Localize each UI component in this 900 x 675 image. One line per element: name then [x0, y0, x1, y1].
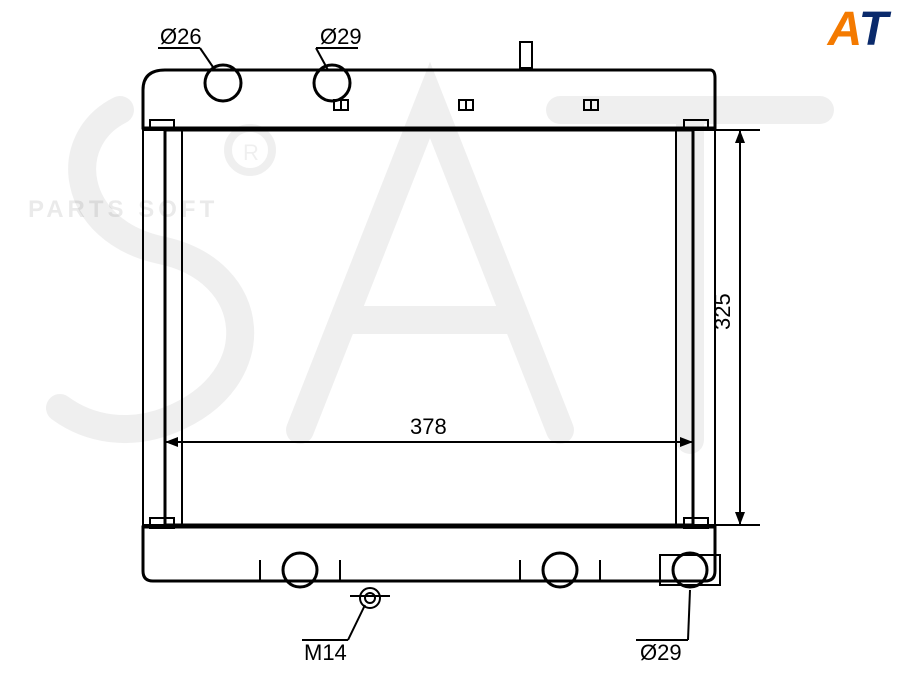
diagram-stage: { "canvas":{"width":900,"height":675,"ba…: [0, 0, 900, 675]
logo-t-letter: T: [859, 3, 888, 56]
callout-m14: M14: [302, 605, 365, 665]
callout-d29-bottom-label: Ø29: [640, 640, 682, 665]
radiator-drawing: 378 325 Ø26 Ø29 M14 Ø29: [0, 0, 900, 675]
callout-d29-top-label: Ø29: [320, 24, 362, 49]
callout-d26-label: Ø26: [160, 24, 202, 49]
callout-d29-bottom: Ø29: [636, 590, 690, 665]
callout-d26: Ø26: [158, 24, 215, 70]
logo-a-letter: A: [828, 3, 859, 56]
watermark-parts-soft: PARTS SOFT: [28, 196, 218, 224]
logo-at: AT: [828, 6, 888, 54]
callout-m14-label: M14: [304, 640, 347, 665]
dimension-width: 378: [165, 130, 693, 525]
dimension-height-value: 325: [710, 293, 735, 330]
callout-d29-top: Ø29: [316, 24, 362, 70]
dimension-height: 325: [693, 130, 760, 525]
dimension-width-value: 378: [410, 414, 447, 439]
